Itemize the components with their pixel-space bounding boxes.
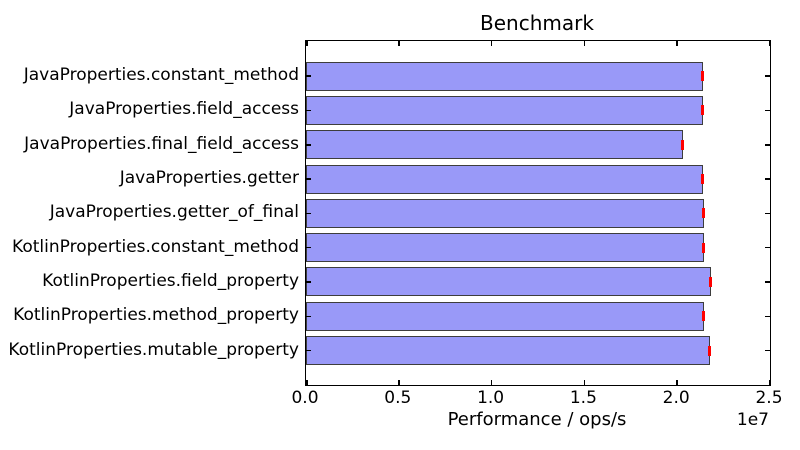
bar-row [306,333,770,367]
bar-JavaProperties.final_field_access [306,130,685,160]
x-tick-label: 2.0 [662,388,690,408]
x-tick [676,41,678,46]
x-tick [583,41,586,46]
y-tick [306,349,311,352]
y-tick-label: JavaProperties.final_field_access [24,133,299,154]
y-tick-label: KotlinProperties.method_property [13,305,299,326]
x-tick [583,380,586,385]
x-axis-label: Performance / ops/s [447,409,627,430]
bar-row [306,93,770,127]
x-tick [306,41,308,46]
error-bar [701,174,705,185]
x-tick [398,380,400,385]
bar-row [306,196,770,230]
bar-KotlinProperties.method_property [306,301,705,331]
x-tick [398,41,400,46]
y-tick [765,109,770,112]
x-tick [676,380,678,385]
bar-JavaProperties.getter_of_final [306,198,705,228]
y-tick [765,75,770,77]
y-tick [765,144,770,146]
bar-JavaProperties.field_access [306,95,705,125]
bar-JavaProperties.constant_method [306,61,704,91]
x-tick-label: 1.5 [569,388,597,408]
chart-title: Benchmark [480,11,594,35]
error-bar [708,276,712,287]
x-tick [490,380,493,385]
error-bar [701,242,705,253]
y-tick [765,349,770,352]
y-tick-label: KotlinProperties.mutable_property [8,339,299,360]
x-axis-offset-label: 1e7 [736,410,769,430]
y-tick [765,178,770,180]
error-bar [681,139,685,150]
x-tick [490,41,493,46]
bar-row [306,299,770,333]
x-tick-label: 2.5 [755,388,783,408]
x-tick-label: 0.0 [291,388,319,408]
y-tick [306,144,311,146]
y-tick [306,178,311,180]
y-tick [306,109,311,112]
x-tick-label: 0.5 [384,388,412,408]
y-tick [765,246,770,249]
y-tick-label: JavaProperties.getter [119,168,299,189]
bars-container [306,41,770,385]
y-tick [306,212,311,215]
y-tick-label: KotlinProperties.field_property [42,270,299,291]
bar-KotlinProperties.mutable_property [306,336,712,366]
y-tick-label: JavaProperties.constant_method [23,65,299,86]
bar-row [306,265,770,299]
bar-KotlinProperties.field_property [306,267,712,297]
bar-row [306,59,770,93]
y-tick [306,281,311,283]
y-tick-label: JavaProperties.field_access [69,99,299,120]
error-bar [708,345,712,356]
y-tick [765,212,770,215]
bar-row [306,230,770,264]
bar-row [306,128,770,162]
x-tick-label: 1.0 [477,388,505,408]
error-bar [701,208,705,219]
x-tick [768,380,770,385]
error-bar [700,71,704,82]
error-bar [701,105,705,116]
y-tick [306,75,311,77]
bar-JavaProperties.getter [306,164,705,194]
error-bar [701,311,705,322]
y-tick [306,246,311,249]
y-tick-label: JavaProperties.getter_of_final [49,202,299,223]
x-tick [306,380,308,385]
y-tick [765,315,770,317]
bar-KotlinProperties.constant_method [306,233,705,263]
plot-area [305,40,771,386]
y-tick [306,315,311,317]
y-tick-label: KotlinProperties.constant_method [12,236,299,257]
bar-row [306,162,770,196]
y-tick [765,281,770,283]
x-tick [768,41,770,46]
